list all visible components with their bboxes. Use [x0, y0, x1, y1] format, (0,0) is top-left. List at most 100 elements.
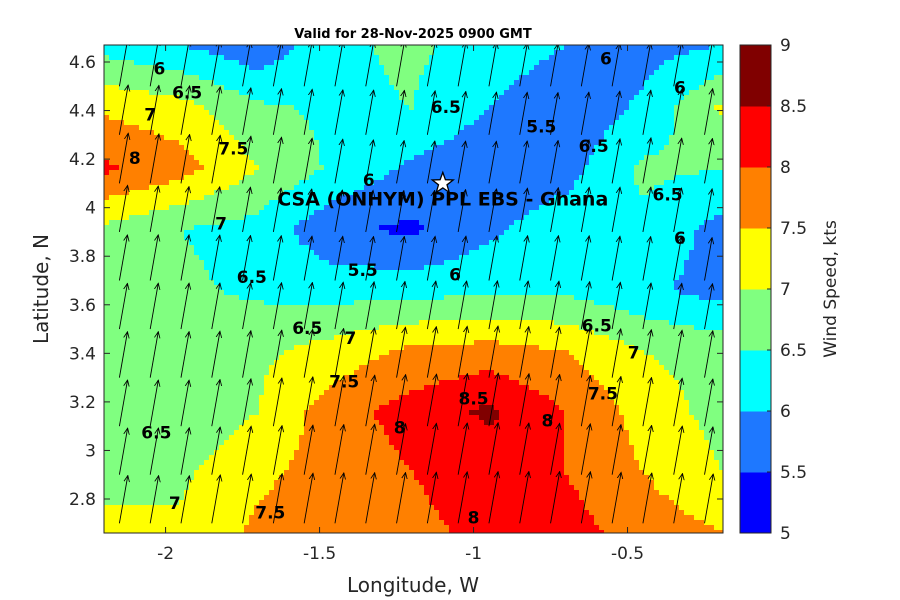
contour-cell — [409, 105, 415, 111]
contour-cell — [659, 105, 665, 111]
contour-cell — [464, 50, 470, 56]
contour-cell — [449, 125, 455, 131]
contour-cell — [689, 165, 695, 171]
contour-cell — [594, 165, 600, 171]
contour-cell — [509, 240, 515, 246]
contour-cell — [659, 235, 665, 241]
contour-cell — [504, 55, 510, 61]
contour-cell — [439, 50, 445, 56]
contour-cell — [149, 235, 155, 241]
contour-cell — [369, 110, 375, 116]
contour-cell — [539, 55, 545, 61]
contour-cell — [234, 135, 240, 141]
contour-cell — [364, 200, 370, 206]
contour-cell — [404, 140, 410, 146]
contour-cell — [629, 75, 635, 81]
contour-cell — [189, 155, 195, 161]
contour-cell — [269, 70, 275, 76]
contour-cell — [434, 60, 440, 66]
contour-cell — [229, 85, 235, 91]
contour-cell — [479, 45, 485, 51]
contour-cell — [409, 130, 415, 136]
contour-cell — [209, 90, 215, 96]
contour-cell — [299, 195, 305, 201]
contour-cell — [589, 235, 595, 241]
contour-cell — [319, 205, 325, 211]
contour-cell — [439, 120, 445, 126]
contour-cell — [384, 210, 390, 216]
contour-cell — [274, 205, 280, 211]
contour-cell — [409, 50, 415, 56]
contour-cell — [519, 85, 525, 91]
contour-cell — [654, 175, 660, 181]
contour-cell — [364, 235, 370, 241]
contour-cell — [689, 65, 695, 71]
contour-cell — [234, 115, 240, 121]
contour-cell — [444, 125, 450, 131]
contour-cell — [219, 200, 225, 206]
contour-cell — [514, 120, 520, 126]
contour-cell — [169, 195, 175, 201]
contour-cell — [594, 200, 600, 206]
contour-cell — [624, 85, 630, 91]
contour-cell — [239, 100, 245, 106]
contour-cell — [399, 70, 405, 76]
contour-cell — [239, 175, 245, 181]
contour-cell — [134, 175, 140, 181]
contour-cell — [179, 90, 185, 96]
contour-cell — [689, 145, 695, 151]
contour-cell — [244, 180, 250, 186]
contour-cell — [364, 165, 370, 171]
contour-cell — [404, 225, 410, 231]
contour-cell — [364, 75, 370, 81]
contour-cell — [219, 80, 225, 86]
contour-cell — [109, 145, 115, 151]
contour-cell — [559, 175, 565, 181]
contour-cell — [264, 190, 270, 196]
contour-cell — [514, 215, 520, 221]
contour-cell — [614, 165, 620, 171]
contour-cell — [119, 245, 125, 251]
contour-cell — [434, 70, 440, 76]
contour-cell — [239, 65, 245, 71]
contour-cell — [599, 235, 605, 241]
contour-cell — [294, 150, 300, 156]
contour-cell — [489, 90, 495, 96]
contour-cell — [544, 75, 550, 81]
contour-cell — [324, 120, 330, 126]
contour-cell — [309, 160, 315, 166]
contour-cell — [574, 95, 580, 101]
contour-cell — [284, 215, 290, 221]
contour-cell — [204, 185, 210, 191]
contour-cell — [594, 230, 600, 236]
contour-cell — [684, 130, 690, 136]
contour-cell — [189, 95, 195, 101]
contour-cell — [374, 65, 380, 71]
contour-cell — [239, 145, 245, 151]
contour-cell — [209, 50, 215, 56]
contour-cell — [504, 90, 510, 96]
contour-cell — [614, 195, 620, 201]
contour-cell — [379, 235, 385, 241]
contour-cell — [649, 100, 655, 106]
contour-cell — [279, 165, 285, 171]
contour-cell — [219, 220, 225, 226]
contour-cell — [449, 145, 455, 151]
contour-cell — [679, 95, 685, 101]
contour-cell — [154, 100, 160, 106]
contour-cell — [364, 155, 370, 161]
contour-cell — [564, 165, 570, 171]
contour-cell — [119, 200, 125, 206]
contour-cell — [479, 215, 485, 221]
contour-cell — [499, 85, 505, 91]
contour-cell — [114, 175, 120, 181]
contour-cell — [484, 75, 490, 81]
contour-cell — [409, 230, 415, 236]
contour-cell — [159, 180, 165, 186]
contour-cell — [384, 240, 390, 246]
contour-cell — [674, 180, 680, 186]
contour-cell — [329, 145, 335, 151]
contour-cell — [329, 90, 335, 96]
contour-cell — [549, 155, 555, 161]
contour-cell — [664, 235, 670, 241]
